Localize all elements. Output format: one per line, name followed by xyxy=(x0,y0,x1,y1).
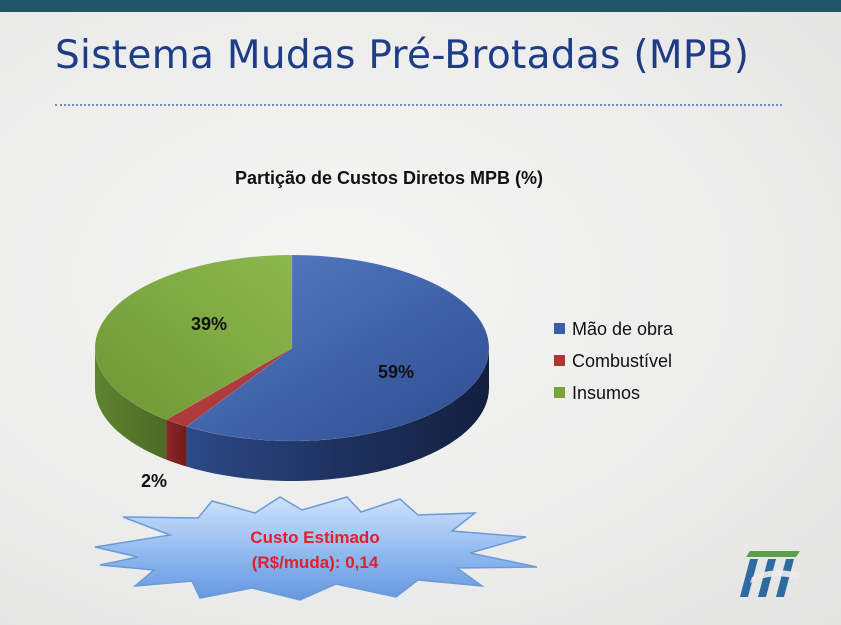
legend-swatch-combustivel xyxy=(554,355,565,366)
pie-side-faces xyxy=(95,348,489,481)
page-title: Sistema Mudas Pré-Brotadas (MPB) xyxy=(55,33,750,78)
legend-label-mao-de-obra: Mão de obra xyxy=(572,319,674,339)
pie-slice-mao-de-obra xyxy=(185,254,490,442)
legend-label-combustivel: Combustível xyxy=(572,351,672,371)
callout-line-1: Custo Estimado xyxy=(250,528,379,547)
data-label-mao-de-obra: 59% xyxy=(378,362,414,382)
cost-callout: Custo Estimado (R$/muda): 0,14 xyxy=(94,496,538,601)
top-accent-bar xyxy=(0,0,841,12)
legend-swatch-insumos xyxy=(554,387,565,398)
pie-slice-insumos xyxy=(94,254,293,420)
title-divider xyxy=(55,104,782,106)
pie-side-insumos xyxy=(95,348,167,460)
pie-side-mao-de-obra xyxy=(186,348,489,481)
callout-star-shape xyxy=(94,496,538,601)
legend-label-insumos: Insumos xyxy=(572,383,640,403)
pie-top-faces xyxy=(94,254,490,442)
data-label-combustivel: 2% xyxy=(141,471,167,491)
callout-line-2: (R$/muda): 0,14 xyxy=(252,553,379,572)
pie-data-labels: 59% 2% 39% xyxy=(141,314,414,491)
pie-slice-combustivel xyxy=(165,347,293,427)
data-label-insumos: 39% xyxy=(191,314,227,334)
chart-title: Partição de Custos Diretos MPB (%) xyxy=(235,168,543,188)
legend-swatch-mao-de-obra xyxy=(554,323,565,334)
pie-side-combustivel xyxy=(166,419,187,467)
chart-legend: Mão de obra Combustível Insumos xyxy=(554,319,674,403)
institution-logo xyxy=(740,551,800,597)
